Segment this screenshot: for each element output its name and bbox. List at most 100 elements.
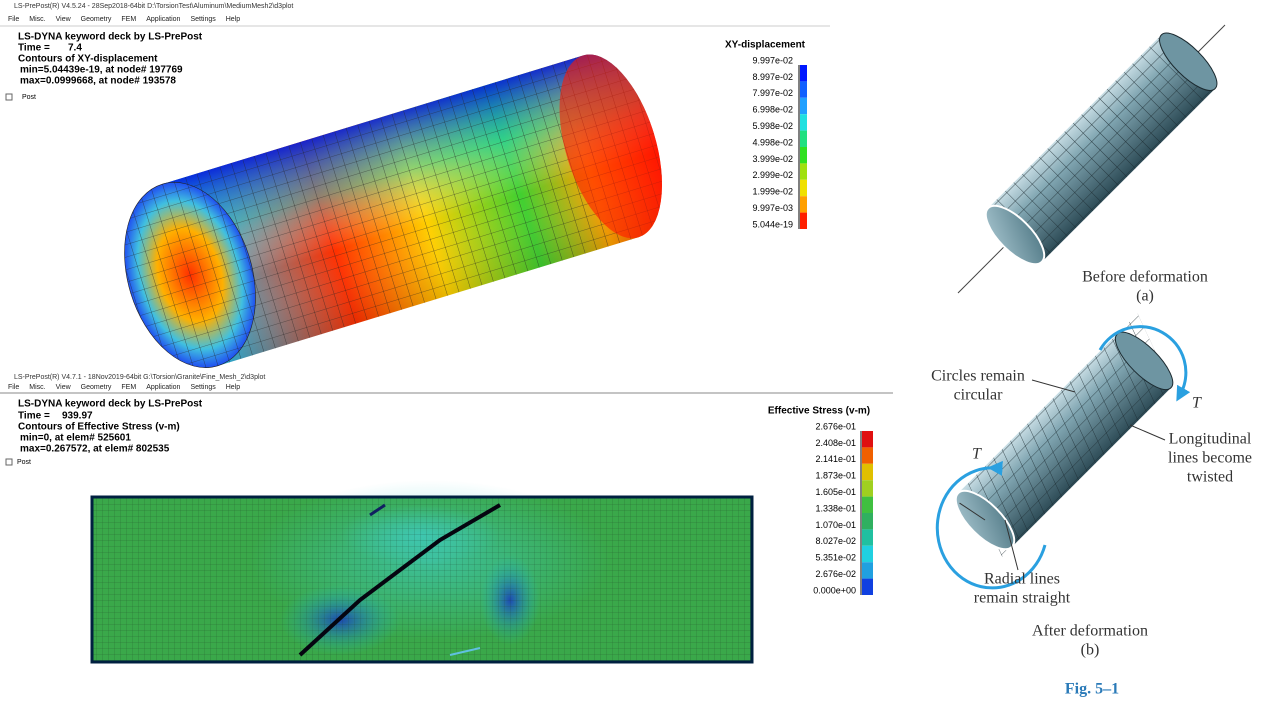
annotation: Longitudinal <box>1169 431 1252 448</box>
title-bar: LS-PrePost(R) V4.7.1 - 18Nov2019-64bit G… <box>14 374 265 381</box>
deck-title: LS-DYNA keyword deck by LS-PrePost <box>18 399 203 410</box>
menu-item[interactable]: File <box>8 16 19 23</box>
menu-item[interactable]: Settings <box>190 384 216 391</box>
annotation: Circles remain <box>931 368 1025 385</box>
legend-label: 2.676e-02 <box>815 569 856 579</box>
torque-label: T <box>1192 395 1202 412</box>
time-value: 939.97 <box>62 411 93 422</box>
menu-item[interactable]: Misc. <box>29 384 45 391</box>
caption: After deformation <box>1032 623 1148 640</box>
annotations: Circles remain circular Longitudinal lines … <box>931 368 1252 607</box>
title-bar: LS-PrePost(R) V4.5.24 - 28Sep2018-64bit … <box>14 3 293 10</box>
legend-swatch <box>800 65 807 82</box>
tree-toggle[interactable] <box>5 458 13 466</box>
legend-label: 4.998e-02 <box>752 137 793 147</box>
figure: Before deformation (a) <box>935 24 1226 590</box>
legend-label: 7.997e-02 <box>752 88 793 98</box>
figure-number: Fig. 5–1 <box>1065 681 1119 698</box>
annotation: circular <box>954 387 1004 404</box>
legend-label: 1.070e-01 <box>815 520 856 530</box>
menu-bar: File Misc. View Geometry FEM Application Setti… <box>8 16 240 23</box>
time-value: 7.4 <box>68 43 82 54</box>
legend-swatch <box>862 562 873 579</box>
legend-swatch <box>862 513 873 530</box>
max-label: max=0.267572, at elem# 802535 <box>20 444 170 455</box>
legend-title: XY-displacement <box>725 40 806 51</box>
menu-item[interactable]: Geometry <box>81 384 112 391</box>
tree-toggle[interactable] <box>5 93 13 101</box>
legend-swatch <box>800 179 807 197</box>
legend-label: 2.408e-01 <box>815 438 856 448</box>
legend-label: 1.338e-01 <box>815 503 856 513</box>
contour-label: Contours of Effective Stress (v-m) <box>18 422 180 433</box>
legend-swatch <box>800 163 807 180</box>
legend: 2.676e-01 2.408e-01 2.141e-01 1.873e-01 1.60… <box>813 421 873 595</box>
tree-item[interactable]: Post <box>22 94 36 101</box>
annotation: Radial lines <box>984 571 1060 588</box>
menu-bar: File Misc. View Geometry FEM Application Setti… <box>8 384 240 391</box>
contour-label: Contours of XY-displacement <box>18 54 158 65</box>
menu-item[interactable]: Help <box>226 16 241 23</box>
shaft-after <box>954 313 1174 557</box>
menu-item[interactable]: Application <box>146 16 180 23</box>
legend-swatch <box>800 97 807 115</box>
legend-swatch <box>862 496 873 513</box>
tree-item[interactable]: Post <box>17 459 31 466</box>
legend-label: 9.997e-03 <box>752 203 793 213</box>
legend-title: Effective Stress (v-m) <box>768 406 870 417</box>
legend-swatch <box>800 81 807 98</box>
legend-swatch <box>862 463 873 481</box>
legend-label: 1.873e-01 <box>815 471 856 481</box>
legend-label: 2.999e-02 <box>752 170 793 180</box>
legend-label: 2.141e-01 <box>815 454 856 464</box>
min-label: min=0, at elem# 525601 <box>20 433 131 444</box>
caption: Before deformation <box>1082 269 1208 286</box>
legend-swatch <box>800 147 807 164</box>
legend: 9.997e-02 8.997e-02 7.997e-02 6.998e-02 5.99… <box>752 55 807 229</box>
max-label: max=0.0999668, at node# 193578 <box>20 76 176 87</box>
legend-swatch <box>800 130 807 147</box>
legend-swatch <box>800 114 807 131</box>
legend-swatch <box>862 447 873 464</box>
menu-item[interactable]: Help <box>226 384 241 391</box>
menu-item[interactable]: Settings <box>190 16 216 23</box>
legend-swatch <box>800 196 807 213</box>
legend-swatch <box>862 578 873 595</box>
caption-label: (b) <box>1081 642 1100 659</box>
time-label: Time = <box>18 43 50 54</box>
menu-item[interactable]: FEM <box>121 16 136 23</box>
legend-label: 0.000e+00 <box>813 585 856 595</box>
menu-item[interactable]: View <box>56 384 72 391</box>
legend-label: 8.027e-02 <box>815 536 856 546</box>
annotation: twisted <box>1187 469 1233 486</box>
menu-item[interactable]: Misc. <box>29 16 45 23</box>
legend-label: 5.351e-02 <box>815 553 856 563</box>
legend-label: 1.999e-02 <box>752 187 793 197</box>
menu-item[interactable]: Geometry <box>81 16 112 23</box>
legend-label: 1.605e-01 <box>815 487 856 497</box>
legend-label: 6.998e-02 <box>752 105 793 115</box>
menu-item[interactable]: Application <box>146 384 180 391</box>
legend-label: 5.044e-19 <box>752 219 793 229</box>
annotation: remain straight <box>974 590 1071 607</box>
annotation: lines become <box>1168 450 1252 467</box>
displacement-cylinder <box>124 54 662 368</box>
legend-label: 8.997e-02 <box>752 72 793 82</box>
legend-swatch <box>862 545 873 563</box>
menu-item[interactable]: View <box>56 16 72 23</box>
legend-label: 3.999e-02 <box>752 154 793 164</box>
legend-label: 2.676e-01 <box>815 421 856 431</box>
shaft-before <box>984 32 1218 266</box>
deck-title: LS-DYNA keyword deck by LS-PrePost <box>18 32 203 43</box>
torque-label: T <box>972 446 982 463</box>
legend-label: 9.997e-02 <box>752 55 793 65</box>
menu-item[interactable]: FEM <box>121 384 136 391</box>
legend-swatch <box>862 480 873 497</box>
stress-mesh <box>90 480 754 664</box>
legend-swatch <box>862 529 873 546</box>
legend-swatch <box>862 431 873 448</box>
legend-label: 5.998e-02 <box>752 121 793 131</box>
time-label: Time = <box>18 411 50 422</box>
menu-item[interactable]: File <box>8 384 19 391</box>
